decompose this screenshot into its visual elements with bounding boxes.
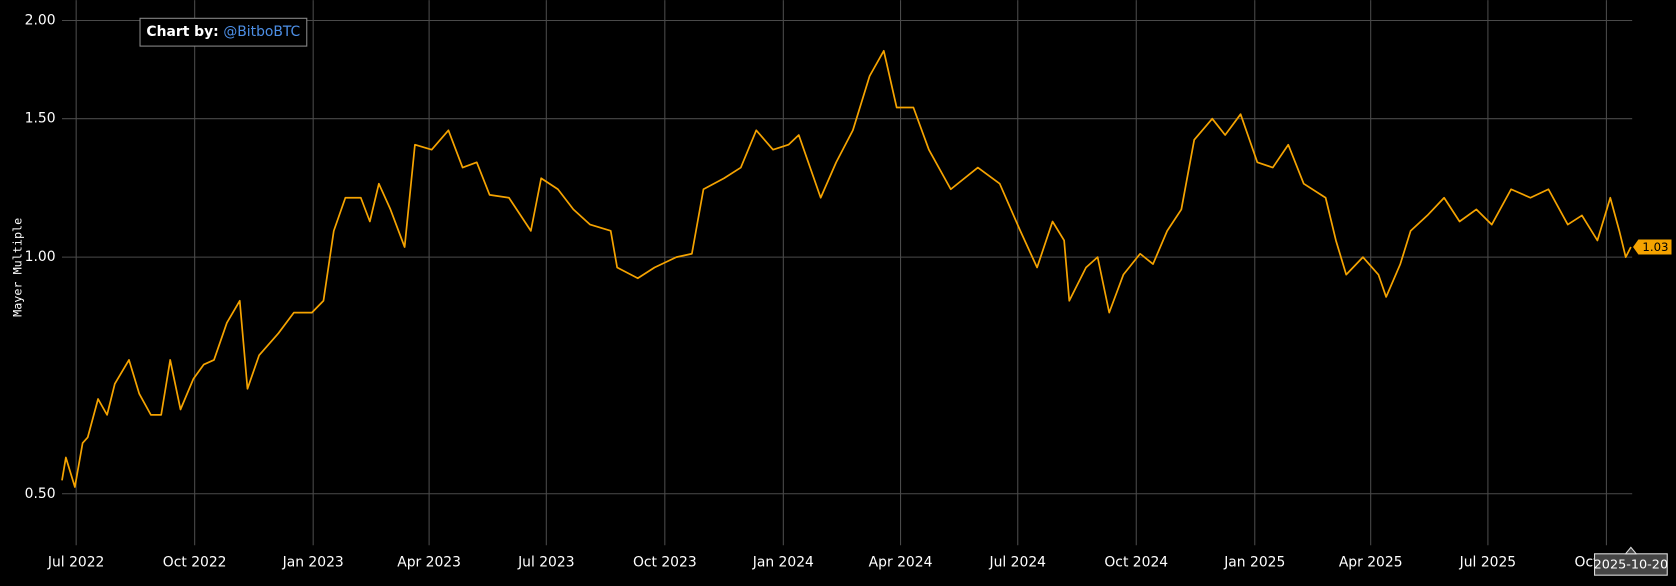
y-tick-label: 0.50 xyxy=(25,486,56,502)
end-value-label: 1.03 xyxy=(1642,240,1668,254)
y-tick-label: 1.00 xyxy=(25,249,56,265)
x-tick-label: Oct 2023 xyxy=(633,554,697,570)
x-tick-label: Jan 2023 xyxy=(282,554,344,570)
x-tick-label: Jul 2025 xyxy=(1459,554,1516,570)
grid: 0.50 1.00 1.50 2.00 Jul 2022 Oct 2022 Jan 2023… xyxy=(25,0,1638,570)
x-tick-label: Apr 2023 xyxy=(397,554,461,570)
credit-frame xyxy=(139,17,308,47)
end-value-box xyxy=(1633,239,1672,255)
series-line xyxy=(61,49,1632,488)
y-tick-label: 2.00 xyxy=(25,12,56,28)
x-tick-label: Apr 2025 xyxy=(1339,554,1403,570)
end-date-tag: 2025-10-20 xyxy=(1594,546,1668,576)
x-tick-label: Oct 2022 xyxy=(163,554,227,570)
end-date-pointer xyxy=(1624,546,1638,555)
x-tick-label: Jan 2024 xyxy=(752,554,814,570)
x-tick-label: Apr 2024 xyxy=(869,554,933,570)
x-tick-label: Oct 2024 xyxy=(1104,554,1168,570)
overlay: 1.03 2025-10-20 xyxy=(1594,239,1672,576)
y-tick-label: 1.50 xyxy=(25,111,56,127)
credit-prefix: Chart by: xyxy=(146,24,218,40)
x-tick-label: Jul 2024 xyxy=(989,554,1047,570)
x-tick-label: Jul 2023 xyxy=(517,554,574,570)
credit-box: Chart by: @BitboBTC xyxy=(139,17,308,47)
end-date-label: 2025-10-20 xyxy=(1594,558,1668,573)
x-tick-label: Jul 2022 xyxy=(47,554,104,570)
credit-handle[interactable]: @BitboBTC xyxy=(223,24,300,40)
end-value-tag: 1.03 xyxy=(1633,239,1672,255)
plot xyxy=(61,49,1632,488)
x-tick-label: Jan 2025 xyxy=(1223,554,1285,570)
y-axis-label: Mayer Multiple xyxy=(11,218,25,317)
